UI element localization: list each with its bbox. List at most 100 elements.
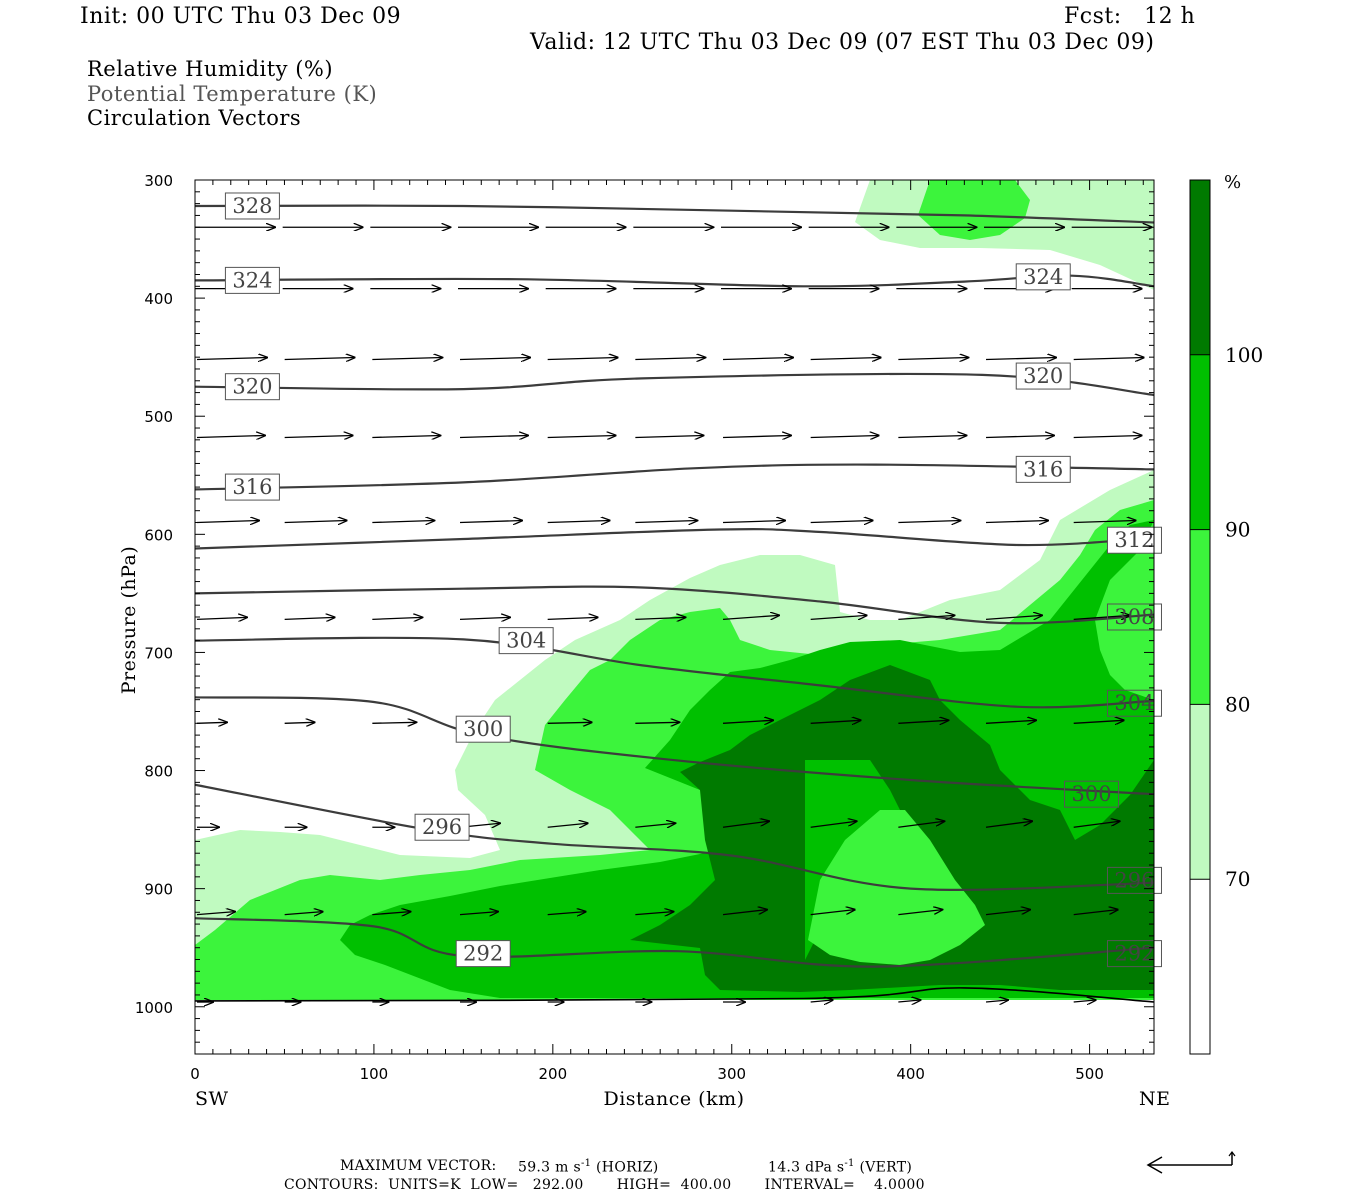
vector-arrow: [372, 358, 442, 360]
colorbar-unit: %: [1224, 172, 1241, 193]
vector-arrow: [810, 910, 855, 916]
vector-arrow: [372, 617, 422, 619]
vector-arrow: [810, 720, 861, 723]
contour-label-300: 300: [1071, 782, 1111, 806]
contour-label-box: [1064, 780, 1120, 808]
contour-label-box: [1015, 263, 1071, 291]
vector-arrow: [722, 435, 791, 437]
vector-arrow: [372, 521, 434, 523]
vector-arrow: [722, 910, 767, 916]
init-time: Init: 00 UTC Thu 03 Dec 09: [80, 4, 402, 29]
reference-vector-icon: [1146, 1151, 1236, 1174]
vector-arrow: [898, 435, 966, 437]
vector-arrow: [898, 910, 942, 916]
contour-label-304: 304: [506, 629, 546, 653]
x-tick-label: 0: [190, 1065, 200, 1083]
vector-arrow: [635, 617, 685, 619]
vector-arrow: [1073, 521, 1136, 523]
colorbar-level-label: 100: [1225, 343, 1263, 367]
vector-arrow: [284, 617, 335, 619]
x-axis-label: Distance (km): [603, 1088, 744, 1110]
vector-arrow: [898, 521, 960, 523]
circulation-vectors: [195, 227, 1152, 1002]
vector-arrow: [810, 615, 867, 621]
x-axis-ticks: 0 100 200 300 400 500: [190, 180, 1144, 1083]
contour-label-box: [224, 373, 280, 401]
x-end-label-sw: SW: [195, 1088, 229, 1110]
colorbar-level-label: 70: [1225, 867, 1250, 891]
vector-arrow: [284, 722, 315, 723]
x-tick-label: 400: [896, 1065, 925, 1083]
x-tick-label: 100: [360, 1065, 389, 1083]
contour-label-box: [224, 473, 280, 501]
contour-label-box: [1106, 940, 1162, 968]
vector-arrow: [635, 823, 675, 827]
vector-arrow: [1073, 435, 1142, 437]
contour-label-328: 328: [232, 194, 272, 218]
contour-label-box: [1106, 866, 1162, 894]
max-vector-vertical: 14.3 dPa s-1 (VERT): [768, 1158, 912, 1176]
y-axis-ticks: 300 400 500 600 700 800 900 1000: [135, 172, 1154, 1055]
colorbar-swatch: [1190, 354, 1210, 530]
vector-arrow: [547, 435, 616, 437]
valid-time: Valid: 12 UTC Thu 03 Dec 09 (07 EST Thu …: [530, 30, 1155, 55]
theta-contour-308: [195, 585, 1154, 625]
vector-arrow: [722, 720, 773, 723]
y-tick-label: 1000: [135, 999, 173, 1017]
vector-arrow: [635, 435, 703, 437]
y-tick-label: 600: [144, 526, 173, 544]
vert-unit-exponent: -1: [844, 1158, 855, 1169]
vector-arrow: [372, 435, 440, 437]
vector-arrow: [722, 521, 785, 523]
colorbar-level-label: 80: [1225, 692, 1250, 716]
vector-arrow: [985, 615, 1042, 621]
vector-arrow: [635, 722, 679, 723]
vector-arrow: [985, 1000, 1008, 1002]
x-tick-label: 500: [1075, 1065, 1104, 1083]
vector-arrow: [722, 821, 769, 828]
forecast-hour: Fcst: 12 h: [1064, 4, 1196, 29]
colorbar-level-label: 90: [1225, 518, 1250, 542]
vector-arrow: [547, 617, 598, 619]
contour-label-292: 292: [1114, 942, 1154, 966]
max-vector-label: MAXIMUM VECTOR:: [340, 1158, 497, 1174]
y-tick-label: 500: [144, 408, 173, 426]
vector-arrow: [547, 521, 610, 523]
vector-arrow: [635, 521, 697, 523]
vector-arrow: [810, 821, 857, 828]
contour-label-324: 324: [232, 268, 272, 292]
contour-label-316: 316: [232, 475, 272, 499]
vector-arrow: [196, 435, 265, 437]
vector-arrow: [635, 358, 705, 360]
theta-contour-324: [195, 274, 1154, 288]
contour-label-box: [498, 627, 554, 655]
vector-arrow: [985, 821, 1032, 828]
theta-contours: [195, 204, 1154, 1003]
vector-arrow: [547, 358, 618, 360]
contour-label-320: 320: [232, 375, 272, 399]
colorbar-swatch: [1190, 704, 1210, 880]
y-tick-label: 800: [144, 763, 173, 781]
vector-arrow: [1073, 358, 1144, 360]
vector-arrow: [722, 615, 779, 621]
colorbar: 70 80 90 100: [1189, 179, 1263, 1055]
contour-label-box: [224, 266, 280, 294]
max-vector-horizontal-value: 59.3 m s: [518, 1159, 581, 1176]
legend-circulation-vectors: Circulation Vectors: [87, 106, 302, 130]
vector-arrow: [1073, 821, 1120, 828]
vector-arrow: [196, 617, 247, 619]
vector-arrow: [372, 912, 410, 915]
colorbar-swatch: [1190, 529, 1210, 705]
y-tick-label: 300: [144, 172, 173, 190]
contour-label-box: [1106, 603, 1162, 631]
vector-arrow: [284, 521, 347, 523]
contour-label-304: 304: [1114, 691, 1154, 715]
vector-arrow: [547, 823, 588, 827]
legend-relative-humidity: Relative Humidity (%): [87, 57, 334, 81]
theta-contour-296: [195, 783, 1154, 891]
horiz-tag: (HORIZ): [596, 1159, 659, 1176]
vector-arrow: [459, 521, 522, 523]
colorbar-swatch: [1190, 879, 1210, 1054]
max-vector-horizontal: 59.3 m s-1 (HORIZ): [518, 1158, 659, 1176]
contour-label-324: 324: [1023, 265, 1063, 289]
